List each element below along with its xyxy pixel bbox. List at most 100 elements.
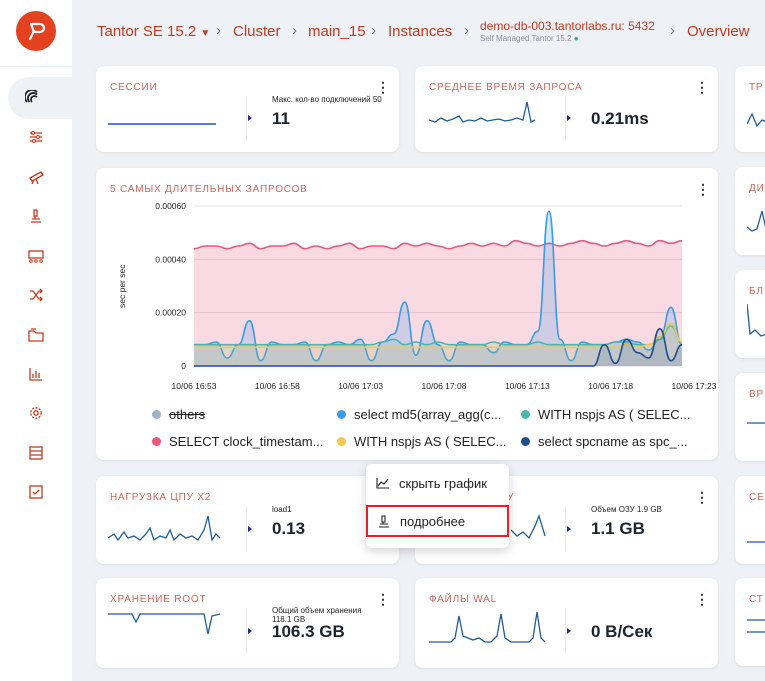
chevron-right-icon: › bbox=[216, 22, 221, 39]
right-card-6: СТ bbox=[735, 578, 765, 666]
cpu-load-card: НАГРУЗКА ЦПУ X2 ⋮ load1 0.13 bbox=[96, 476, 399, 564]
metric-label: load1 bbox=[272, 505, 292, 514]
checklist-icon bbox=[29, 485, 43, 499]
sidebar bbox=[0, 0, 72, 681]
card-title: У bbox=[507, 492, 515, 503]
sidebar-item-tasks[interactable] bbox=[0, 475, 72, 509]
x-tick-label: 10/06 17:13 bbox=[505, 381, 550, 391]
sparkline bbox=[108, 613, 221, 635]
kebab-menu-icon[interactable]: ⋮ bbox=[376, 591, 390, 607]
right-card-2: ДИ bbox=[735, 167, 765, 255]
x-tick-label: 10/06 17:03 bbox=[338, 381, 383, 391]
y-tick-label: 0.00040 bbox=[155, 254, 186, 264]
microscope-icon bbox=[379, 514, 389, 528]
shuffle-icon bbox=[30, 288, 43, 302]
telescope-icon bbox=[29, 171, 44, 184]
metric-label: Объем ОЗУ 1.9 GB bbox=[591, 505, 662, 514]
sidebar-item-files[interactable] bbox=[0, 318, 72, 352]
cluster-icon bbox=[28, 250, 44, 263]
chart-title: 5 САМЫХ ДЛИТЕЛЬНЫХ ЗАПРОСОВ bbox=[110, 184, 308, 195]
sparkline bbox=[429, 611, 546, 643]
series-line-4 bbox=[193, 327, 683, 367]
sidebar-item-reports[interactable] bbox=[0, 357, 72, 391]
top-queries-card: 5 САМЫХ ДЛИТЕЛЬНЫХ ЗАПРОСОВ ⋮ sec per se… bbox=[96, 168, 718, 460]
legend-dot bbox=[152, 437, 161, 446]
right-card-5: СЕ bbox=[735, 476, 765, 564]
series-area-3 bbox=[194, 323, 682, 366]
breadcrumb-item-overview[interactable]: Overview bbox=[687, 23, 750, 40]
sidebar-item-explore[interactable] bbox=[0, 160, 72, 194]
series-area-0 bbox=[194, 240, 682, 366]
dashboard-icon bbox=[25, 90, 38, 103]
breadcrumb-item-instance[interactable]: demo-db-003.tantorlabs.ru: 5432 bbox=[480, 19, 655, 33]
sidebar-item-overview[interactable] bbox=[8, 77, 72, 119]
sidebar-divider bbox=[0, 66, 72, 67]
x-tick-label: 10/06 17:23 bbox=[672, 381, 717, 391]
legend-item-others[interactable]: others bbox=[152, 407, 205, 422]
legend-dot bbox=[337, 410, 346, 419]
chevron-right-icon: › bbox=[464, 22, 469, 39]
sparkline bbox=[429, 101, 536, 123]
avg-query-time-card: СРЕДНЕЕ ВРЕМЯ ЗАПРОСА ⋮ 0.21ms bbox=[415, 66, 718, 152]
card-title: ФАЙЛЫ WAL bbox=[429, 594, 497, 605]
right-card-1: ТР bbox=[735, 66, 765, 152]
expand-arrow-icon bbox=[567, 115, 571, 121]
series-area-2 bbox=[194, 326, 682, 366]
expand-arrow-icon bbox=[248, 628, 252, 634]
right-card-4: ВР bbox=[735, 373, 765, 461]
sparkline bbox=[108, 123, 216, 125]
card-title: СРЕДНЕЕ ВРЕМЯ ЗАПРОСА bbox=[429, 82, 583, 93]
breadcrumb bbox=[72, 0, 765, 64]
area-chart-icon bbox=[376, 478, 389, 489]
sidebar-item-settings[interactable] bbox=[0, 120, 72, 154]
card-title: СЕССИИ bbox=[110, 82, 158, 93]
metric-value: 11 bbox=[272, 109, 290, 128]
sparkline bbox=[511, 514, 546, 540]
metric-label: Общий объем хранения 118.1 GB bbox=[272, 606, 362, 624]
series-area-4 bbox=[194, 328, 682, 366]
gear-icon bbox=[30, 407, 42, 419]
instance-subtitle: Self Managed Tantor 15.2 ● bbox=[480, 34, 579, 43]
sidebar-item-shuffle[interactable] bbox=[0, 278, 72, 312]
legend-item-nspjs-2[interactable]: WITH nspjs AS ( SELEC... bbox=[337, 434, 506, 449]
legend-item-md5[interactable]: select md5(array_agg(c... bbox=[337, 407, 501, 422]
sparkline bbox=[108, 515, 221, 542]
series-line-0 bbox=[193, 239, 683, 250]
logo-icon[interactable] bbox=[16, 11, 56, 51]
hide-chart-menu-item[interactable]: скрыть график bbox=[366, 468, 509, 498]
legend-item-spcname[interactable]: select spcname as spc_... bbox=[521, 434, 688, 449]
breadcrumb-item-main[interactable]: main_15 bbox=[308, 23, 366, 40]
legend-dot bbox=[521, 410, 530, 419]
chart-plot[interactable]: 0.00060 0.00040 0.00020 0 10/06 16:53 10/06 1… bbox=[96, 168, 718, 460]
x-tick-label: 10/06 17:08 bbox=[422, 381, 467, 391]
storage-root-card: ХРАНЕНИЕ ROOT ⋮ Общий объем хранения 118… bbox=[96, 578, 399, 668]
kebab-menu-icon[interactable]: ⋮ bbox=[695, 489, 709, 505]
legend-item-nspjs-1[interactable]: WITH nspjs AS ( SELEC... bbox=[521, 407, 690, 422]
breadcrumb-item-product[interactable]: Tantor SE 15.2 ▼ bbox=[97, 23, 211, 40]
sidebar-item-storage[interactable] bbox=[0, 436, 72, 470]
server-icon bbox=[29, 446, 43, 460]
kebab-menu-icon[interactable]: ⋮ bbox=[695, 591, 709, 607]
right-card-3: БЛ bbox=[735, 270, 765, 358]
breadcrumb-item-instances[interactable]: Instances bbox=[388, 23, 453, 40]
sidebar-item-config[interactable] bbox=[0, 396, 72, 430]
y-tick-label: 0.00020 bbox=[155, 308, 186, 318]
x-tick-label: 10/06 16:58 bbox=[255, 381, 300, 391]
legend-dot bbox=[152, 410, 161, 419]
sidebar-item-inspect[interactable] bbox=[0, 199, 72, 233]
kebab-menu-icon[interactable]: ⋮ bbox=[695, 79, 709, 95]
sliders-icon bbox=[30, 131, 42, 143]
y-tick-label: 0 bbox=[181, 361, 186, 371]
legend-item-clock[interactable]: SELECT clock_timestam... bbox=[152, 434, 323, 449]
details-menu-item[interactable]: подробнее bbox=[366, 505, 509, 537]
x-tick-label: 10/06 16:53 bbox=[172, 381, 217, 391]
x-tick-label: 10/06 17:18 bbox=[588, 381, 633, 391]
wal-files-card: ФАЙЛЫ WAL ⋮ 0 B/Сек bbox=[415, 578, 718, 668]
breadcrumb-item-cluster[interactable]: Cluster bbox=[233, 23, 281, 40]
metric-value: 1.1 GB bbox=[591, 519, 645, 538]
legend-dot bbox=[521, 437, 530, 446]
expand-arrow-icon bbox=[567, 628, 571, 634]
kebab-menu-icon[interactable]: ⋮ bbox=[376, 79, 390, 95]
card-context-menu: скрыть график подробнее bbox=[366, 464, 509, 548]
sidebar-item-cluster[interactable] bbox=[0, 239, 72, 273]
